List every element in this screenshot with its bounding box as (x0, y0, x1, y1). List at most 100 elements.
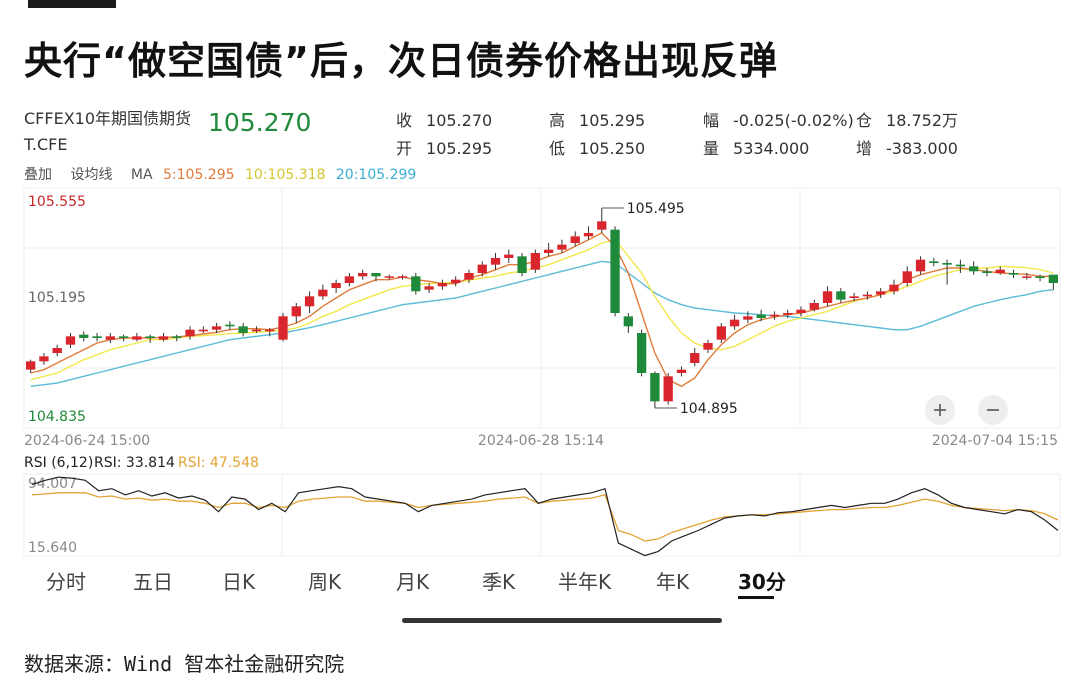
candle-body (915, 259, 926, 272)
candle-body (225, 324, 235, 327)
candle (211, 323, 222, 333)
candle (384, 274, 394, 280)
candle (65, 333, 76, 348)
candle (543, 243, 554, 257)
candle-body (650, 373, 660, 402)
rsi12-line (31, 492, 1059, 542)
candle-body (942, 263, 952, 265)
volume-value: 5334.000 (733, 139, 810, 158)
set-ma-button[interactable]: 设均线 (70, 167, 113, 183)
candle-body (504, 254, 514, 258)
candle (132, 333, 142, 342)
candle-body (304, 296, 315, 307)
tab-1[interactable]: 五日 (133, 570, 173, 594)
ma5-value: 5:105.295 (163, 167, 235, 183)
candle-body (118, 336, 129, 338)
candle-body (358, 273, 368, 277)
tab-6[interactable]: 半年K (558, 570, 612, 594)
candle (304, 291, 315, 313)
candle-body (955, 264, 966, 267)
candle (849, 293, 859, 302)
candle-body (557, 244, 567, 250)
candle (583, 226, 594, 240)
rsi12-value: RSI: 47.548 (178, 455, 259, 471)
tab-8[interactable]: 30分 (738, 570, 786, 594)
tab-3[interactable]: 周K (308, 570, 342, 594)
candle (915, 256, 926, 275)
candle (291, 303, 301, 323)
candle-body (265, 329, 275, 332)
candlestick-chart[interactable]: 105.555 105.195 104.835 2024-06-24 15:00 202… (0, 0, 1080, 560)
candle-body (238, 326, 248, 333)
instrument-code: T.CFE (24, 135, 68, 154)
candle-body (995, 269, 1005, 273)
candle (105, 333, 115, 343)
price-annotations: 105.495 104.895 (601, 201, 738, 417)
tab-5[interactable]: 季K (482, 570, 516, 594)
ma-legend-row: 叠加 设均线 MA 5:105.295 10:105.318 20:105.29… (24, 164, 430, 184)
candle-body (291, 306, 301, 317)
candle-body (809, 303, 819, 310)
candle-body (676, 369, 687, 373)
instrument-name: CFFEX10年期国债期货 (24, 109, 192, 128)
ma20-line (30, 260, 1054, 387)
scroll-indicator[interactable] (402, 618, 722, 623)
candle-body (517, 256, 527, 273)
change-value: -0.025(-0.02%) (733, 111, 854, 130)
tab-4[interactable]: 月K (396, 570, 430, 594)
candle (198, 326, 208, 333)
candle-body (25, 361, 36, 370)
y-axis-bottom-label: 104.835 (28, 409, 86, 425)
candle (597, 208, 607, 233)
candle (1035, 274, 1045, 282)
tab-0[interactable]: 分时 (46, 570, 86, 594)
candle (929, 258, 939, 267)
candle-body (597, 221, 607, 230)
candle (876, 288, 886, 298)
candle-body (543, 249, 554, 253)
candle-body (477, 264, 487, 273)
quote-close: 收 105.270 (396, 107, 492, 131)
candle-body (716, 326, 726, 340)
candle (185, 326, 195, 340)
candle (344, 273, 355, 287)
candle (424, 283, 434, 293)
candle-body (158, 336, 169, 340)
overlay-button[interactable]: 叠加 (24, 167, 52, 183)
y-axis-top-label: 105.555 (28, 194, 86, 210)
candle-body (145, 336, 155, 338)
candle-body (822, 291, 833, 303)
candle (79, 331, 89, 342)
candle-body (530, 253, 541, 270)
candle (172, 334, 182, 342)
candle (836, 288, 846, 303)
y-axis-mid-label: 105.195 (28, 290, 86, 306)
rsi6-value: RSI: 33.814 (94, 455, 175, 471)
tab-2[interactable]: 日K (222, 570, 256, 594)
plus-icon[interactable] (925, 395, 955, 425)
candle (809, 299, 819, 312)
candle-body (783, 313, 793, 315)
candle (942, 259, 952, 285)
candle-body (769, 314, 780, 317)
candles (25, 208, 1059, 408)
candle (331, 279, 341, 293)
candle (158, 333, 169, 342)
candle-body (756, 314, 766, 318)
candle-body (198, 329, 208, 332)
candle (796, 306, 806, 317)
candle-body (384, 276, 394, 278)
candle (636, 329, 647, 377)
candle-body (278, 316, 288, 340)
minus-icon[interactable] (978, 395, 1008, 425)
candle-body (796, 309, 806, 313)
active-tab-underline (738, 596, 774, 599)
candle-body (889, 284, 899, 292)
candle-body (836, 291, 846, 300)
candle (650, 371, 660, 408)
tab-7[interactable]: 年K (656, 570, 690, 594)
rsi-panel: RSI (6,12) RSI: 33.814 RSI: 47.548 94.007 15… (24, 455, 1059, 557)
candle-body (65, 336, 76, 345)
candle-body (397, 276, 408, 278)
candle (145, 334, 155, 343)
